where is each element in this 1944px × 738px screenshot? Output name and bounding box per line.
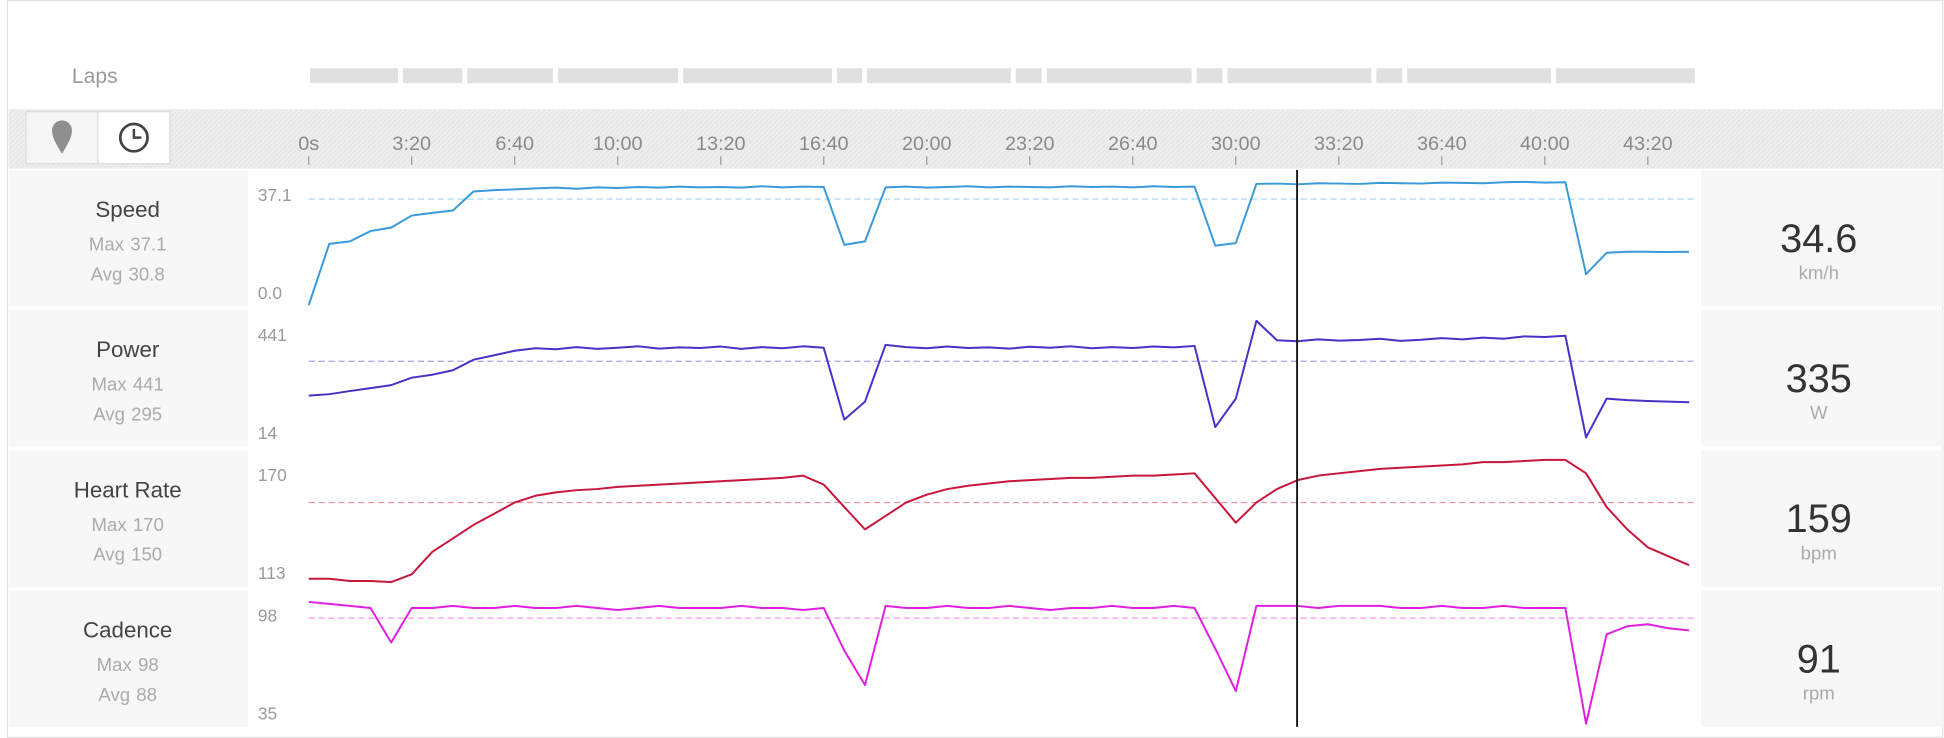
panel-right	[1701, 169, 1943, 307]
stat-label: Max	[89, 234, 125, 255]
x-tick-label: 26:40	[1108, 133, 1158, 155]
stat-label: Avg	[93, 403, 125, 424]
data-line	[308, 458, 1690, 584]
x-tick-label: 23:20	[1005, 133, 1055, 155]
stat-value: 170	[133, 514, 164, 535]
lap-bar	[1015, 68, 1042, 84]
current-value: 34.6	[1780, 217, 1857, 261]
y-tick-label: 98	[258, 605, 277, 625]
stat: Max 37.1	[89, 234, 167, 255]
data-line	[308, 319, 1690, 439]
chart-title: Heart Rate	[74, 477, 182, 502]
chart-title: Speed	[95, 197, 160, 222]
panel-left	[8, 450, 248, 587]
stat-label: Max	[97, 654, 133, 675]
time-button[interactable]	[97, 111, 171, 165]
panel-left	[8, 310, 248, 447]
x-tick-label: 16:40	[799, 133, 849, 155]
stat-value: 150	[131, 544, 162, 565]
chart-title: Power	[96, 337, 160, 362]
stat-label: Avg	[93, 544, 125, 565]
lap-bar	[557, 68, 679, 84]
chart-title: Cadence	[83, 618, 172, 643]
x-tick-label: 40:00	[1520, 133, 1570, 155]
lap-bar	[683, 68, 833, 84]
stat: Max 98	[97, 654, 159, 675]
x-tick-label: 6:40	[495, 133, 534, 155]
lap-bar	[1556, 68, 1695, 84]
current-value: 335	[1786, 357, 1852, 401]
y-tick-label: 35	[258, 703, 277, 723]
stat-label: Avg	[98, 684, 130, 705]
plot-area	[247, 169, 1698, 307]
plot-area	[247, 590, 1698, 727]
lap-bar	[1196, 68, 1223, 84]
lap-bar	[402, 68, 463, 84]
x-tick-label: 33:20	[1314, 133, 1364, 155]
current-value: 159	[1786, 497, 1852, 541]
current-unit: km/h	[1799, 262, 1839, 283]
x-tick-label: 3:20	[392, 133, 431, 155]
stat: Avg 295	[93, 403, 162, 424]
lap-bar	[467, 68, 553, 84]
stat-value: 441	[133, 374, 164, 395]
time-header	[8, 109, 1943, 169]
plot-area	[247, 310, 1698, 447]
lap-bar	[1376, 68, 1403, 84]
lap-bar	[309, 68, 398, 84]
stat-value: 295	[131, 403, 162, 424]
stat: Avg 30.8	[91, 263, 165, 284]
current-unit: bpm	[1801, 542, 1837, 563]
data-line	[308, 600, 1690, 725]
y-tick-label: 113	[258, 563, 286, 583]
stat: Avg 88	[98, 684, 157, 705]
x-tick-label: 0s	[298, 133, 319, 155]
stat: Avg 150	[93, 544, 162, 565]
x-tick-label: 13:20	[696, 133, 746, 155]
current-unit: W	[1810, 402, 1828, 423]
stat: Max 170	[92, 514, 164, 535]
lap-bar	[837, 68, 862, 84]
stat-label: Max	[92, 374, 128, 395]
y-tick-label: 0.0	[258, 283, 282, 303]
x-tick-label: 30:00	[1211, 133, 1261, 155]
x-tick-label: 36:40	[1417, 133, 1467, 155]
y-tick-label: 14	[258, 423, 278, 443]
data-line	[307, 180, 1690, 306]
x-tick-label: 20:00	[902, 133, 952, 155]
panel-right	[1701, 590, 1943, 727]
current-unit: rpm	[1803, 683, 1835, 704]
lap-bar	[1046, 68, 1192, 84]
panel-left	[8, 590, 248, 727]
panel-right	[1701, 450, 1943, 587]
stat: Max 441	[92, 374, 164, 395]
stat-value: 98	[138, 654, 159, 675]
lap-bar	[1407, 68, 1552, 84]
stat-label: Max	[92, 514, 128, 535]
x-tick-label: 43:20	[1623, 133, 1673, 155]
stat-value: 37.1	[130, 234, 166, 255]
plot-area	[247, 450, 1698, 587]
lap-bar	[1227, 68, 1372, 84]
laps-label: Laps	[72, 65, 118, 88]
stat-label: Avg	[91, 263, 123, 284]
y-tick-label: 441	[258, 325, 287, 345]
stat-value: 30.8	[129, 263, 165, 284]
current-value: 91	[1797, 637, 1841, 681]
map-button[interactable]	[25, 111, 99, 165]
panel-left	[8, 169, 248, 307]
x-tick-label: 10:00	[593, 133, 643, 155]
y-tick-label: 170	[258, 465, 287, 485]
stat-value: 88	[136, 684, 157, 705]
y-tick-label: 37.1	[258, 185, 292, 205]
panel-right	[1701, 310, 1943, 447]
lap-bar	[866, 68, 1011, 84]
